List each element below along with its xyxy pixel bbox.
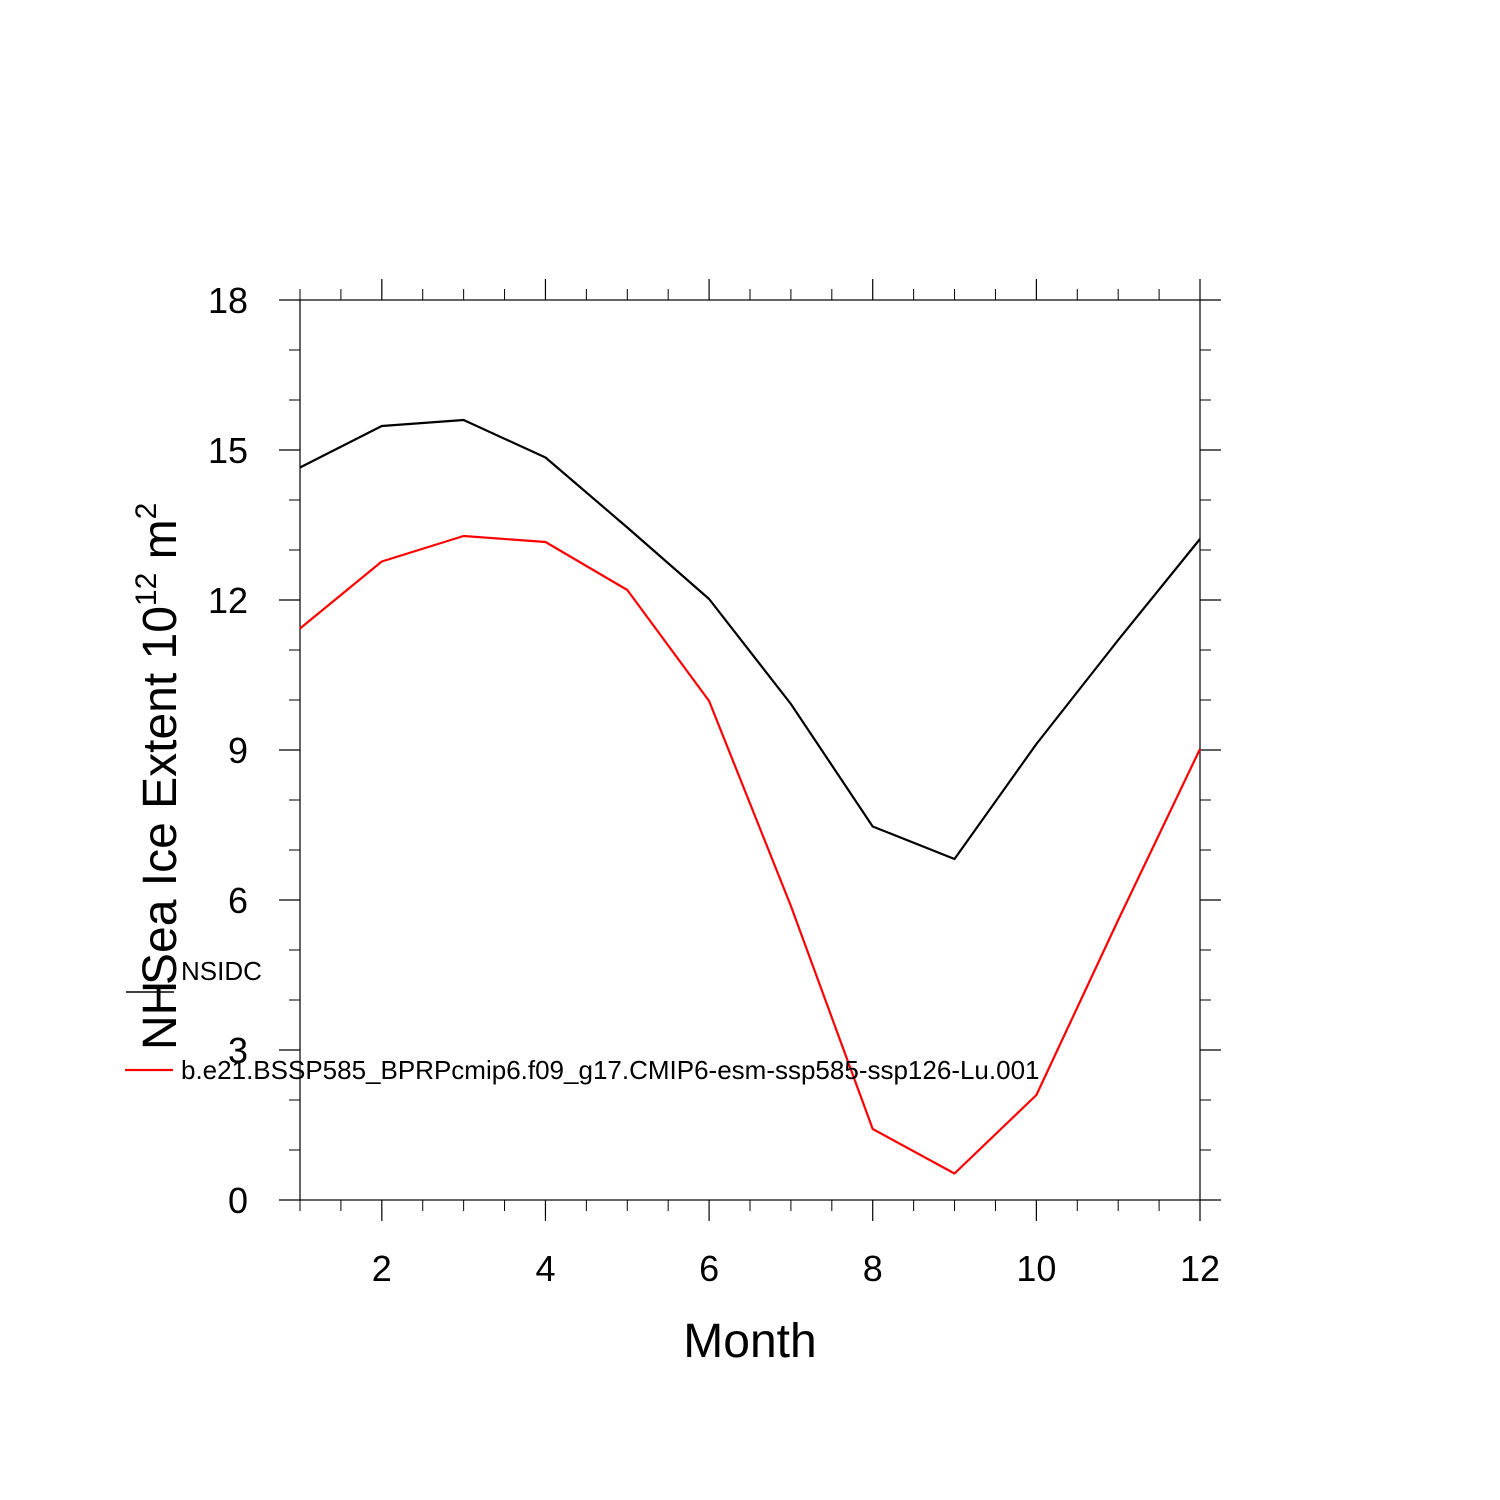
y-tick-label: 0 xyxy=(228,1180,248,1221)
series-line-0 xyxy=(299,418,1201,861)
y-tick-label: 12 xyxy=(208,580,248,621)
minor-ticks xyxy=(289,289,1211,1211)
x-tick-label: 10 xyxy=(1016,1248,1056,1289)
y-tick-label: 3 xyxy=(228,1030,248,1071)
legend: NSIDC b.e21.BSSP585_BPRPcmip6.f09_g17.CM… xyxy=(125,956,1040,1085)
y-axis-title-exponent: 12 xyxy=(130,573,163,606)
y-tick-label: 15 xyxy=(208,430,248,471)
x-tick-label: 8 xyxy=(863,1248,883,1289)
legend-prefix: NH xyxy=(134,981,187,1050)
y-tick-label: 9 xyxy=(228,730,248,771)
series-line-1 xyxy=(299,534,1201,1175)
tick-labels: 2 4 6 8 10 12 0 3 6 9 12 15 18 xyxy=(208,280,1220,1289)
series-lines xyxy=(299,418,1201,1175)
y-axis-title-main: Sea Ice Extent 10 xyxy=(134,606,187,985)
major-ticks xyxy=(279,279,1221,1221)
legend-label-nsidc: NSIDC xyxy=(181,956,262,986)
x-tick-label: 12 xyxy=(1180,1248,1220,1289)
x-tick-label: 4 xyxy=(535,1248,555,1289)
legend-label-model: b.e21.BSSP585_BPRPcmip6.f09_g17.CMIP6-es… xyxy=(181,1055,1040,1085)
x-tick-label: 6 xyxy=(699,1248,719,1289)
y-axis-title-unit: m xyxy=(134,519,187,572)
x-axis-title: Month xyxy=(683,1315,816,1368)
x-tick-label: 2 xyxy=(372,1248,392,1289)
y-axis-title-unit-exponent: 2 xyxy=(130,503,163,520)
y-tick-label: 18 xyxy=(208,280,248,321)
y-tick-label: 6 xyxy=(228,880,248,921)
y-axis-title: Sea Ice Extent 1012 m2 xyxy=(130,503,187,985)
y-axis-title-group: NH Sea Ice Extent 1012 m2 xyxy=(126,503,187,1050)
